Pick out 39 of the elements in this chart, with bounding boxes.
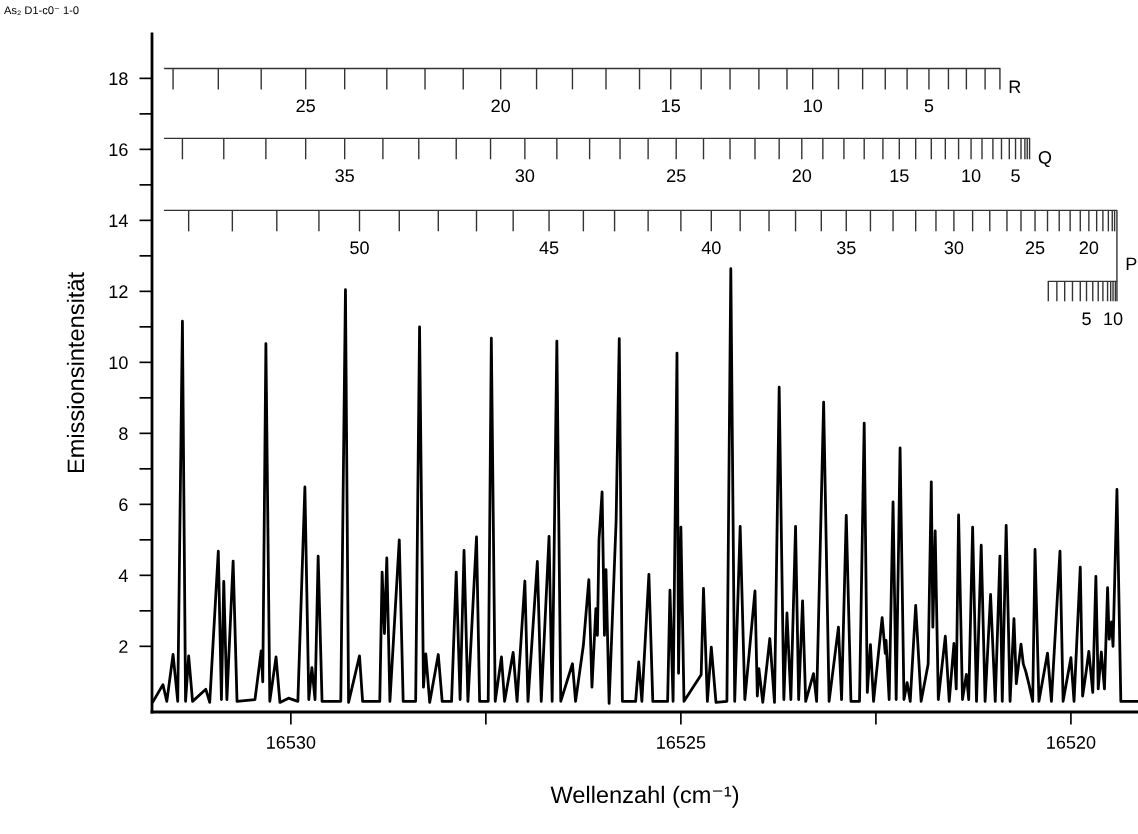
annotation: R bbox=[1009, 80, 1021, 93]
annotation: P bbox=[1126, 257, 1137, 271]
annotation: 10 bbox=[804, 99, 823, 113]
annotation: 50 bbox=[350, 241, 369, 255]
annotation: 15 bbox=[890, 169, 909, 183]
annotation: 25 bbox=[1025, 241, 1045, 255]
annotation: 35 bbox=[836, 241, 856, 255]
y-tick-label: 14 bbox=[109, 214, 128, 227]
annotation: 25 bbox=[296, 99, 315, 113]
y-tick-label: 16 bbox=[109, 143, 128, 157]
annotation: 20 bbox=[792, 169, 812, 183]
annotation: Q bbox=[1038, 151, 1052, 168]
y-tick-label: 6 bbox=[119, 498, 128, 512]
y-tick-label: 10 bbox=[109, 356, 128, 370]
text: As₂ D1-c0⁻ 1-0 bbox=[4, 6, 79, 15]
annotation: 10 bbox=[962, 169, 981, 183]
x-tick-label: 16520 bbox=[1047, 736, 1096, 749]
annotation: 5 bbox=[924, 99, 934, 113]
y-tick-label: 18 bbox=[109, 72, 128, 86]
x-tick-label: 16525 bbox=[657, 736, 706, 749]
annotation: 20 bbox=[491, 99, 511, 113]
x-axis-title: Wellenzahl (cm⁻¹) bbox=[550, 785, 739, 808]
annotation: 35 bbox=[335, 169, 354, 183]
annotation: 5 bbox=[1011, 169, 1020, 183]
annotation: 10 bbox=[1104, 312, 1123, 326]
annotation: 20 bbox=[1079, 241, 1099, 255]
annotation: 5 bbox=[1082, 312, 1091, 326]
annotation: 15 bbox=[662, 99, 681, 113]
y-tick-label: 12 bbox=[109, 285, 128, 298]
y-tick-label: 2 bbox=[119, 640, 128, 653]
annotation: 40 bbox=[701, 241, 721, 255]
y-axis-title: Emissionsintensität bbox=[66, 272, 85, 473]
y-tick-label: 4 bbox=[118, 569, 128, 582]
annotation: 30 bbox=[515, 169, 535, 183]
annotation: 30 bbox=[944, 241, 964, 255]
annotation: 45 bbox=[539, 241, 559, 255]
y-tick-label: 8 bbox=[119, 427, 128, 441]
annotation: 25 bbox=[667, 169, 686, 183]
x-tick-label: 16530 bbox=[267, 736, 316, 749]
